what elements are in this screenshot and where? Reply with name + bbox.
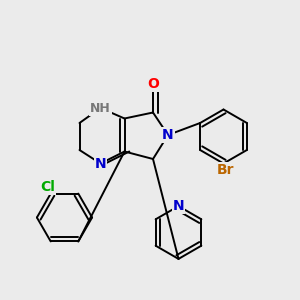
Text: Br: Br <box>216 163 234 177</box>
Text: O: O <box>147 77 159 91</box>
Text: Cl: Cl <box>40 180 55 194</box>
Text: N: N <box>95 157 106 170</box>
Text: NH: NH <box>90 101 111 115</box>
Text: N: N <box>162 128 174 142</box>
Text: N: N <box>173 199 184 213</box>
